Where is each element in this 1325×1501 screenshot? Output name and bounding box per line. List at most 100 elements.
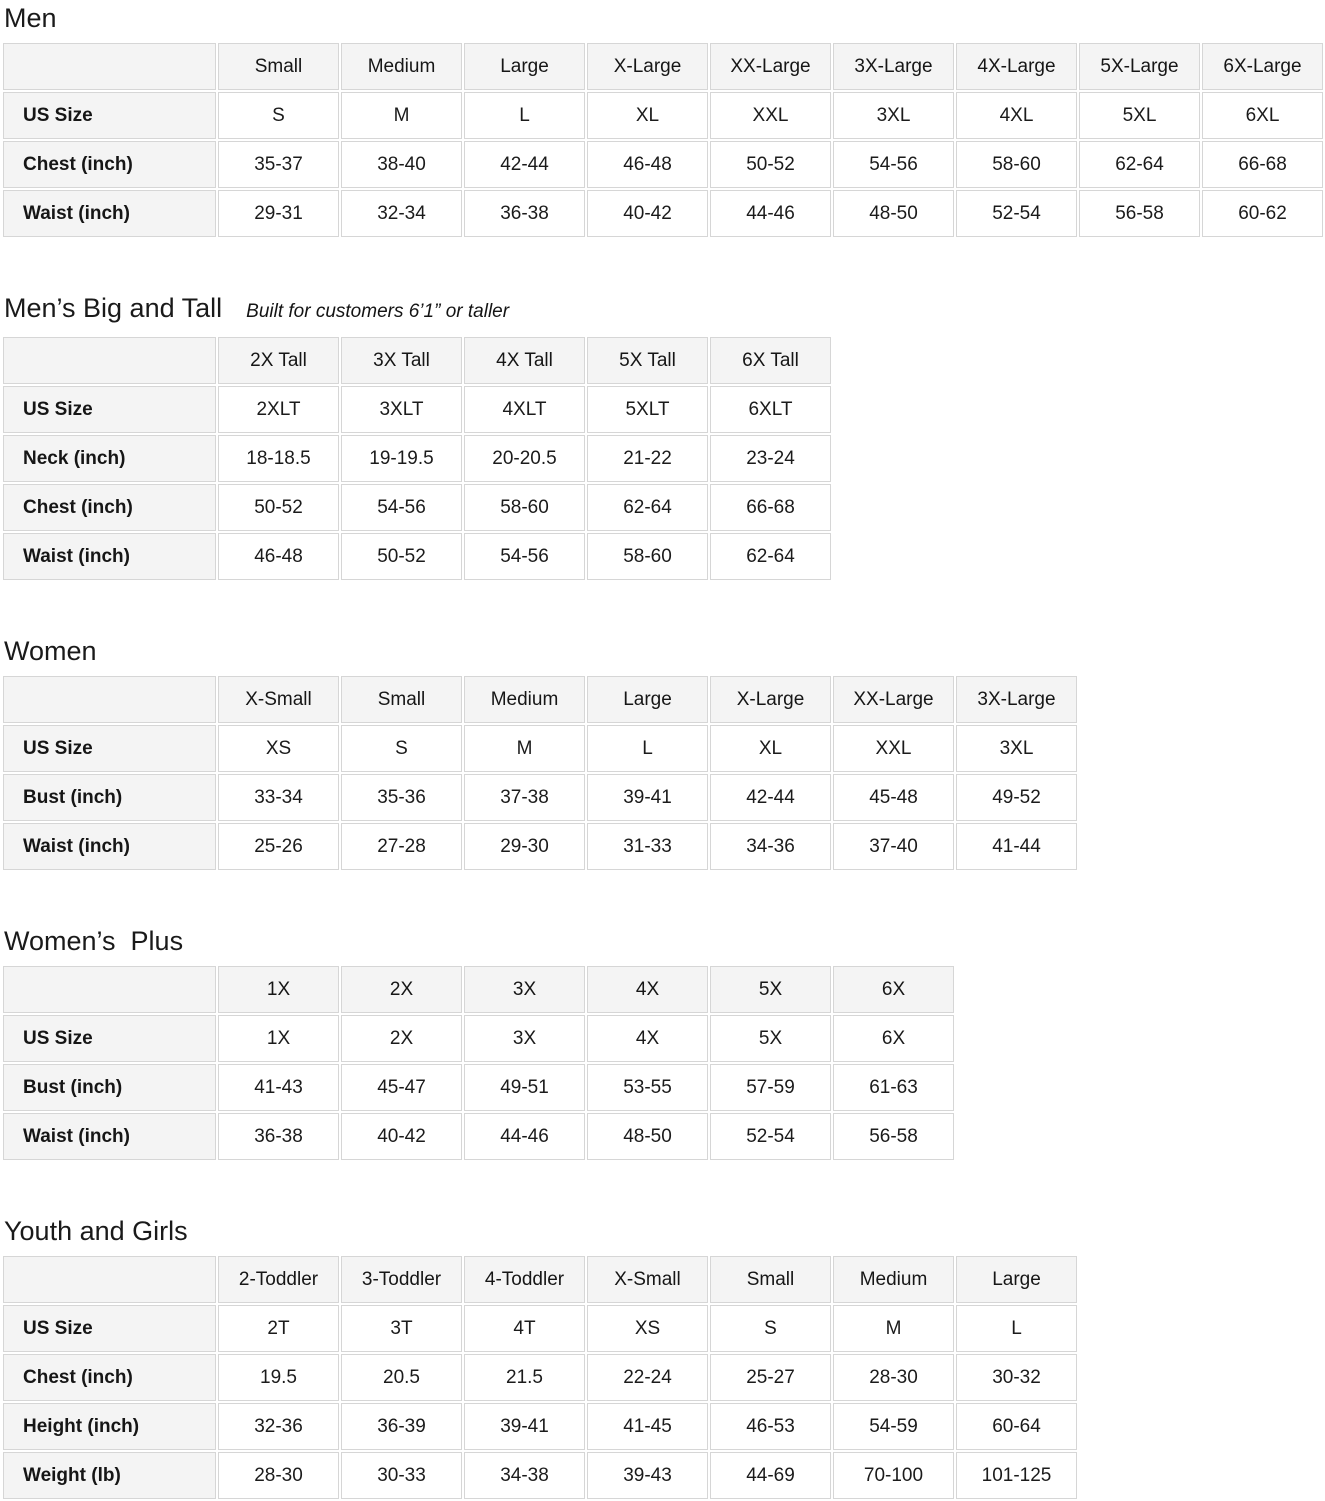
section-title: Youth and Girls <box>4 1215 1325 1247</box>
column-header-cell: XX-Large <box>710 43 831 90</box>
column-header-cell: Small <box>218 43 339 90</box>
value-cell: 33-34 <box>218 774 339 821</box>
table-header-row: X-Small Small Medium Large X-Large XX-Large 3X… <box>3 676 1077 723</box>
value-cell: S <box>710 1305 831 1352</box>
value-cell: 58-60 <box>587 533 708 580</box>
section-title: Women’s Plus <box>4 925 1325 957</box>
table-header-row: 2X Tall 3X Tall 4X Tall 5X Tall 6X Tall <box>3 337 831 384</box>
value-cell: 32-34 <box>341 190 462 237</box>
value-cell: 21.5 <box>464 1354 585 1401</box>
value-cell: L <box>956 1305 1077 1352</box>
column-header-cell: Large <box>587 676 708 723</box>
value-cell: 20-20.5 <box>464 435 585 482</box>
value-cell: 3XL <box>956 725 1077 772</box>
value-cell: 4T <box>464 1305 585 1352</box>
size-chart-section: Women’s Plus 1X 2X 3X 4X 5X 6X US Size 1X 2X 3X 4… <box>0 925 1325 1162</box>
row-label-cell: Neck (inch) <box>3 435 216 482</box>
value-cell: 50-52 <box>218 484 339 531</box>
table-row: US Size XS S M L XL XXL 3XL <box>3 725 1077 772</box>
value-cell: 70-100 <box>833 1452 954 1499</box>
column-header-cell: 2X <box>341 966 462 1013</box>
value-cell: 54-56 <box>833 141 954 188</box>
section-title-text: Men <box>4 3 57 33</box>
table-row: Waist (inch) 36-38 40-42 44-46 48-50 52-54 56-… <box>3 1113 954 1160</box>
value-cell: XXL <box>710 92 831 139</box>
value-cell: 36-38 <box>464 190 585 237</box>
value-cell: 5XLT <box>587 386 708 433</box>
section-title-text: Men’s Big and Tall <box>4 293 223 323</box>
row-label-cell: Chest (inch) <box>3 141 216 188</box>
value-cell: XS <box>587 1305 708 1352</box>
column-header-cell: Large <box>464 43 585 90</box>
value-cell: 34-38 <box>464 1452 585 1499</box>
value-cell: 42-44 <box>710 774 831 821</box>
column-header-cell: Medium <box>833 1256 954 1303</box>
column-header-cell: Medium <box>464 676 585 723</box>
column-header-cell: 4-Toddler <box>464 1256 585 1303</box>
value-cell: 1X <box>218 1015 339 1062</box>
value-cell: 2X <box>341 1015 462 1062</box>
size-table: X-Small Small Medium Large X-Large XX-Large 3X… <box>1 674 1079 872</box>
value-cell: 45-47 <box>341 1064 462 1111</box>
column-header-cell: 2X Tall <box>218 337 339 384</box>
value-cell: 30-32 <box>956 1354 1077 1401</box>
column-header-cell: 5X <box>710 966 831 1013</box>
column-header-cell: 6X-Large <box>1202 43 1323 90</box>
value-cell: 28-30 <box>833 1354 954 1401</box>
value-cell: 4XL <box>956 92 1077 139</box>
table-row: Bust (inch) 33-34 35-36 37-38 39-41 42-44 45-4… <box>3 774 1077 821</box>
value-cell: 39-41 <box>464 1403 585 1450</box>
value-cell: 5X <box>710 1015 831 1062</box>
row-label-cell: Chest (inch) <box>3 484 216 531</box>
value-cell: 66-68 <box>1202 141 1323 188</box>
value-cell: 49-51 <box>464 1064 585 1111</box>
value-cell: M <box>464 725 585 772</box>
value-cell: 44-69 <box>710 1452 831 1499</box>
column-header-cell: 5X-Large <box>1079 43 1200 90</box>
value-cell: 49-52 <box>956 774 1077 821</box>
value-cell: 29-31 <box>218 190 339 237</box>
value-cell: L <box>464 92 585 139</box>
size-table: 1X 2X 3X 4X 5X 6X US Size 1X 2X 3X 4X 5X 6X Bust (in… <box>1 964 956 1162</box>
value-cell: 35-36 <box>341 774 462 821</box>
table-header-row: 2-Toddler 3-Toddler 4-Toddler X-Small Small M… <box>3 1256 1077 1303</box>
size-table: 2-Toddler 3-Toddler 4-Toddler X-Small Small M… <box>1 1254 1079 1501</box>
value-cell: 2XLT <box>218 386 339 433</box>
row-label-cell: Waist (inch) <box>3 533 216 580</box>
value-cell: 6X <box>833 1015 954 1062</box>
value-cell: 37-38 <box>464 774 585 821</box>
table-row: Chest (inch) 35-37 38-40 42-44 46-48 50-52 54-… <box>3 141 1323 188</box>
value-cell: 2T <box>218 1305 339 1352</box>
section-title: Men’s Big and Tall Built for customers 6… <box>4 292 1325 328</box>
value-cell: 27-28 <box>341 823 462 870</box>
value-cell: 56-58 <box>833 1113 954 1160</box>
size-chart-section: Women X-Small Small Medium Large X-Large XX-L… <box>0 635 1325 872</box>
table-row: Bust (inch) 41-43 45-47 49-51 53-55 57-59 61-6… <box>3 1064 954 1111</box>
value-cell: 32-36 <box>218 1403 339 1450</box>
value-cell: 53-55 <box>587 1064 708 1111</box>
table-row: US Size 2XLT 3XLT 4XLT 5XLT 6XLT <box>3 386 831 433</box>
column-header-cell: XX-Large <box>833 676 954 723</box>
column-header-cell: X-Large <box>710 676 831 723</box>
value-cell: S <box>218 92 339 139</box>
value-cell: 40-42 <box>587 190 708 237</box>
table-row: Waist (inch) 29-31 32-34 36-38 40-42 44-46 48-… <box>3 190 1323 237</box>
column-header-cell: 3X-Large <box>956 676 1077 723</box>
value-cell: 40-42 <box>341 1113 462 1160</box>
value-cell: 22-24 <box>587 1354 708 1401</box>
value-cell: 62-64 <box>1079 141 1200 188</box>
size-chart-section: Youth and Girls 2-Toddler 3-Toddler 4-Todd… <box>0 1215 1325 1501</box>
value-cell: 30-33 <box>341 1452 462 1499</box>
value-cell: 66-68 <box>710 484 831 531</box>
value-cell: 39-43 <box>587 1452 708 1499</box>
value-cell: 3XLT <box>341 386 462 433</box>
value-cell: 29-30 <box>464 823 585 870</box>
section-title: Men <box>4 2 1325 34</box>
row-label-cell: US Size <box>3 1305 216 1352</box>
table-header-row: 1X 2X 3X 4X 5X 6X <box>3 966 954 1013</box>
value-cell: XL <box>587 92 708 139</box>
value-cell: 4X <box>587 1015 708 1062</box>
row-label-cell: Waist (inch) <box>3 1113 216 1160</box>
column-header-cell: 4X <box>587 966 708 1013</box>
